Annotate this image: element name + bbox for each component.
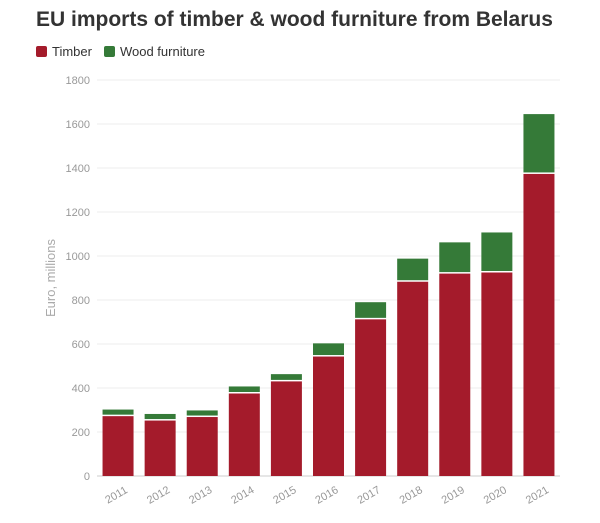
bars	[102, 114, 555, 476]
y-tick-label: 200	[72, 427, 90, 439]
y-tick-label: 800	[72, 295, 90, 307]
bar-timber-2013	[186, 417, 218, 476]
bar-wood-furniture-2020	[481, 232, 513, 271]
bar-wood-furniture-2021	[523, 114, 555, 173]
y-tick-label: 1200	[66, 207, 90, 219]
y-tick-label: 1800	[66, 75, 90, 87]
bar-timber-2018	[397, 281, 429, 476]
y-tick-label: 1000	[66, 251, 90, 263]
bar-timber-2017	[355, 319, 387, 476]
bar-timber-2015	[270, 381, 302, 476]
x-tick-label: 2018	[398, 484, 425, 507]
x-tick-label: 2011	[103, 484, 129, 506]
bar-timber-2021	[523, 173, 555, 476]
y-axis-ticks: 0 200 400 600 800 1000 1200 1400 1600 1800	[66, 75, 90, 483]
bar-wood-furniture-2014	[228, 386, 260, 392]
x-axis-ticks: 2011 2012 2013 2014 2015 2016 2017 2018 2019 2020…	[103, 484, 551, 507]
bar-timber-2016	[313, 356, 344, 476]
y-tick-label: 0	[84, 471, 90, 483]
bar-wood-furniture-2019	[439, 242, 471, 273]
y-tick-label: 400	[72, 383, 90, 395]
bar-wood-furniture-2017	[355, 302, 387, 318]
legend-label-timber: Timber	[52, 44, 92, 59]
legend-label-wood-furniture: Wood furniture	[119, 44, 205, 59]
x-tick-label: 2015	[271, 484, 298, 507]
x-tick-label: 2012	[145, 484, 172, 507]
y-tick-label: 1400	[66, 163, 90, 175]
chart-title: EU imports of timber & wood furniture fr…	[36, 8, 553, 31]
bar-timber-2014	[228, 393, 260, 476]
bar-wood-furniture-2013	[186, 410, 218, 416]
x-tick-label: 2017	[355, 484, 382, 507]
bar-timber-2011	[102, 416, 134, 476]
x-tick-label: 2020	[482, 484, 509, 507]
bar-wood-furniture-2018	[397, 258, 429, 281]
bar-wood-furniture-2012	[144, 413, 176, 420]
y-axis-label: Euro, millions	[43, 238, 58, 317]
y-tick-label: 600	[72, 339, 90, 351]
legend-item-timber: Timber	[36, 44, 92, 59]
legend: Timber Wood furniture	[36, 44, 211, 59]
legend-item-wood-furniture: Wood furniture	[103, 44, 205, 59]
x-tick-label: 2021	[524, 484, 551, 507]
bar-timber-2020	[481, 272, 513, 476]
bar-wood-furniture-2016	[313, 343, 344, 356]
bar-timber-2012	[144, 420, 176, 476]
x-tick-label: 2013	[187, 484, 214, 507]
bar-timber-2019	[439, 273, 471, 476]
legend-swatch-timber	[36, 46, 47, 57]
x-tick-label: 2016	[313, 484, 340, 507]
y-tick-label: 1600	[66, 119, 90, 131]
bar-wood-furniture-2015	[270, 374, 302, 380]
x-tick-label: 2019	[440, 484, 467, 507]
x-tick-label: 2014	[229, 484, 256, 507]
bar-wood-furniture-2011	[102, 409, 134, 415]
legend-swatch-wood-furniture	[103, 46, 115, 57]
